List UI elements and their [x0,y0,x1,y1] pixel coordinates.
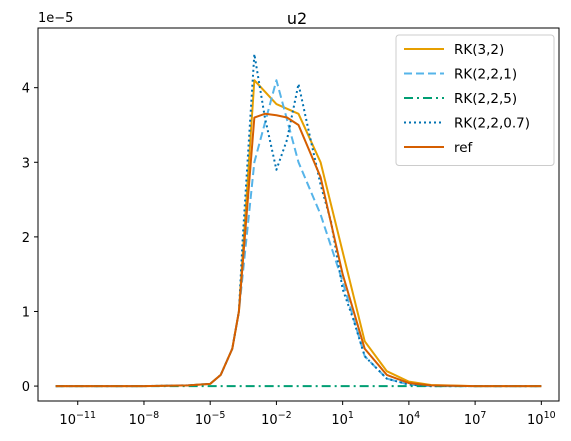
axes-frame [37,27,560,402]
y-tick-label: 2 [22,231,30,246]
axes-layer: 10−11 10−8 10−5 10−2 101 104 107 1010 0 1 2 3 4 [22,27,560,428]
y-tick-label: 1 [22,305,30,320]
y-tick-label: 0 [22,380,30,395]
x-tick-label: 1010 [527,410,556,428]
chart-title: u2 [287,9,307,28]
series-line-5 [55,112,542,388]
x-tick-label: 10−5 [195,410,226,428]
x-tick-label: 107 [464,410,487,428]
y-tick-label: 3 [22,156,30,171]
legend: RK(3,2) RK(2,2,1) RK(2,2,5) RK(2,2,0.7) ref [395,34,555,166]
legend-label: RK(3,2) [454,42,504,58]
x-tick-label: 101 [331,410,354,428]
legend-label: RK(2,2,1) [454,67,517,83]
legend-label: RK(2,2,5) [454,91,517,107]
y-offset-label: 1e−5 [38,11,73,26]
legend-box [395,34,555,166]
x-tick-label: 10−8 [129,410,160,428]
x-tick-label: 10−2 [261,410,292,428]
x-tick-label: 104 [398,410,421,428]
x-tick-label: 10−11 [59,410,96,428]
legend-label: ref [454,140,474,156]
series-layer [55,53,542,388]
legend-label: RK(2,2,0.7) [454,116,530,132]
y-tick-label: 4 [22,82,30,97]
